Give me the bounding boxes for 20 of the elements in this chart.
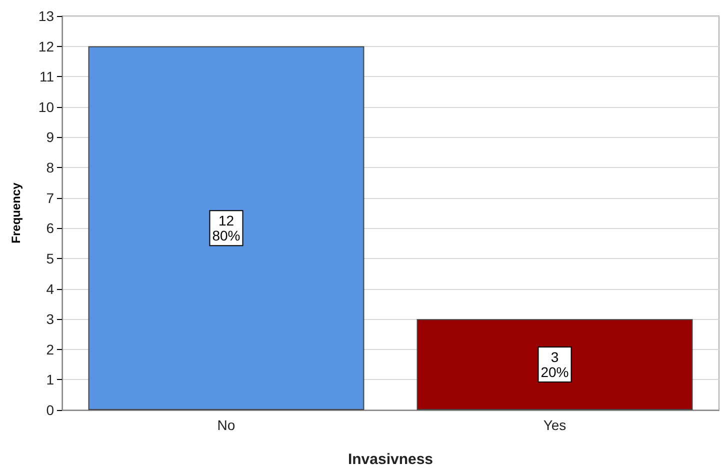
y-tick-label: 9 (46, 129, 54, 146)
data-label: 3 20% (540, 349, 569, 380)
y-tick-label: 10 (38, 98, 54, 115)
y-tick-label: 7 (46, 190, 54, 206)
y-tick-label: 13 (38, 8, 54, 24)
y-tick-label: 4 (46, 280, 54, 297)
x-tick-label: No (217, 417, 236, 433)
y-tick-label: 3 (46, 311, 54, 328)
data-label: 12 80% (212, 212, 240, 244)
x-tick-label: Yes (543, 417, 566, 433)
y-tick-label: 8 (46, 160, 54, 176)
y-tick-label: 0 (46, 402, 54, 418)
y-tick-label: 2 (46, 341, 54, 358)
y-tick-label: 11 (39, 68, 54, 85)
y-tick-label: 5 (46, 250, 54, 266)
y-tick-label: 1 (46, 372, 54, 388)
x-axis-title: Invasivness (348, 451, 434, 468)
y-tick-label: 6 (46, 220, 54, 236)
y-axis-title: Frequency (9, 182, 23, 244)
y-tick-label: 12 (38, 38, 54, 54)
